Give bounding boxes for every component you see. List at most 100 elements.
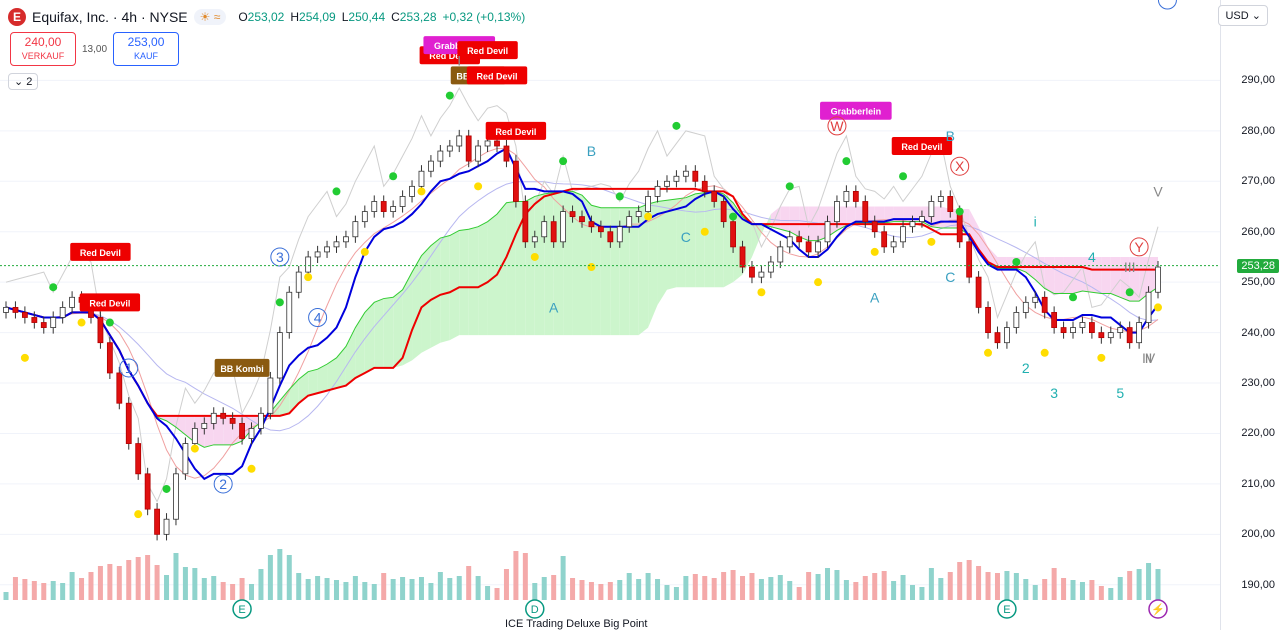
candle-body bbox=[664, 180, 670, 187]
wave-label-text: 4 bbox=[314, 310, 322, 326]
currency-select[interactable]: USD ⌄ bbox=[1218, 5, 1268, 26]
candle-body bbox=[418, 170, 425, 187]
candle-body bbox=[626, 216, 633, 228]
candle-body bbox=[305, 256, 312, 273]
candle-body bbox=[701, 180, 708, 192]
volume-bar bbox=[900, 575, 906, 600]
candle-body bbox=[749, 266, 755, 278]
candle-body bbox=[258, 412, 264, 429]
candle-body bbox=[937, 196, 944, 202]
cloud-segment bbox=[572, 191, 582, 336]
volume-bar bbox=[1032, 585, 1038, 600]
trade-panel: 240,00 VERKAUF 13,00 253,00 KAUF bbox=[10, 32, 180, 66]
signal-dot bbox=[134, 510, 143, 519]
volume-bar bbox=[135, 557, 141, 600]
symbol-title[interactable]: Equifax, Inc. · 4h · NYSE bbox=[32, 9, 188, 25]
candle-body bbox=[947, 196, 954, 212]
wave-label: A bbox=[549, 299, 559, 315]
sell-label: VERKAUF bbox=[21, 51, 65, 61]
candle-body bbox=[843, 190, 850, 202]
signal-label: Red Devil bbox=[466, 66, 528, 85]
candle-body bbox=[399, 196, 406, 207]
candle-body bbox=[201, 422, 208, 429]
volume-bar bbox=[447, 578, 453, 600]
candle-body bbox=[815, 241, 821, 253]
event-marker-text: ⚡ bbox=[1151, 603, 1165, 616]
open-value: 253,02 bbox=[247, 10, 285, 24]
signal-label: Red Devil bbox=[485, 121, 547, 140]
candle-body bbox=[409, 185, 415, 197]
wave-label-text: i bbox=[1034, 214, 1037, 230]
candle-body bbox=[239, 422, 245, 439]
signal-label: Red Devil bbox=[457, 41, 518, 60]
volume-bar bbox=[579, 580, 585, 600]
signal-label: Grabberlein bbox=[820, 101, 892, 120]
candle-body bbox=[343, 236, 349, 243]
volume-bar bbox=[352, 576, 358, 600]
price-tick-label: 280,00 bbox=[1241, 124, 1275, 137]
volume-bar bbox=[607, 582, 613, 600]
candle-body bbox=[40, 322, 47, 328]
volume-bar bbox=[1117, 577, 1123, 600]
volume-bar bbox=[522, 553, 528, 600]
sell-button[interactable]: 240,00 VERKAUF bbox=[10, 32, 76, 66]
signal-dot bbox=[20, 353, 29, 362]
signal-dot bbox=[757, 288, 766, 297]
wave-label-text: 1 bbox=[125, 360, 133, 376]
volume-bar bbox=[201, 578, 207, 600]
volume-bar bbox=[456, 576, 462, 600]
volume-bar bbox=[1098, 586, 1104, 600]
candle-body bbox=[1155, 266, 1161, 293]
cloud-segment bbox=[1035, 256, 1045, 289]
candle-body bbox=[3, 306, 9, 313]
candle-body bbox=[975, 276, 982, 308]
market-status-icon[interactable]: ☀ ≈ bbox=[193, 9, 227, 25]
signal-dot bbox=[1012, 258, 1021, 266]
volume-bar bbox=[664, 585, 670, 600]
indicators-collapse-button[interactable]: ⌄ 2 bbox=[8, 73, 39, 90]
price-tick-label: 220,00 bbox=[1241, 427, 1275, 440]
cloud-segment bbox=[383, 297, 394, 368]
cloud-segment bbox=[166, 415, 176, 428]
cloud-segment bbox=[402, 272, 413, 366]
cloud-segment bbox=[751, 224, 762, 257]
volume-bar bbox=[673, 587, 679, 600]
volume-bar bbox=[711, 578, 717, 600]
candle-body bbox=[513, 160, 519, 202]
volume-bar bbox=[154, 565, 160, 600]
cloud-segment bbox=[497, 202, 507, 336]
volume-bar bbox=[853, 582, 859, 600]
cloud-segment bbox=[279, 389, 290, 416]
cloud-segment bbox=[657, 200, 667, 305]
candle-body bbox=[966, 241, 973, 278]
candle-body bbox=[607, 231, 614, 243]
wave-label-text: B bbox=[587, 143, 596, 159]
candle-body bbox=[522, 201, 529, 243]
candle-body bbox=[286, 291, 293, 334]
kijun-line bbox=[5, 187, 1158, 417]
volume-bar bbox=[381, 573, 387, 600]
volume-bar bbox=[371, 584, 377, 600]
event-marker-circle bbox=[232, 599, 252, 619]
volume-bar bbox=[617, 580, 623, 600]
cloud-segment bbox=[1025, 256, 1036, 280]
volume-bar bbox=[683, 576, 689, 600]
candle-body bbox=[333, 241, 340, 248]
volume-bar bbox=[749, 573, 755, 600]
buy-button[interactable]: 253,00 KAUF bbox=[113, 32, 180, 66]
volume-bar bbox=[541, 577, 547, 600]
wave-label-circle bbox=[827, 116, 847, 136]
price-tick-label: 210,00 bbox=[1241, 477, 1275, 490]
volume-bar bbox=[758, 579, 764, 600]
wave-label: B bbox=[587, 143, 596, 159]
cloud-segment bbox=[421, 245, 431, 353]
candle-body bbox=[163, 518, 170, 535]
cloud-segment bbox=[317, 364, 328, 394]
wave-label: W bbox=[827, 116, 847, 136]
wave-label-text: 5 bbox=[1116, 385, 1124, 401]
wave-label: IV bbox=[1142, 350, 1156, 366]
price-axis[interactable]: 290,00 280,00 270,00 260,00 250,00 240,00 230,… bbox=[1220, 0, 1281, 630]
volume-bar bbox=[1013, 573, 1019, 600]
wave-label-text: A bbox=[870, 289, 880, 305]
